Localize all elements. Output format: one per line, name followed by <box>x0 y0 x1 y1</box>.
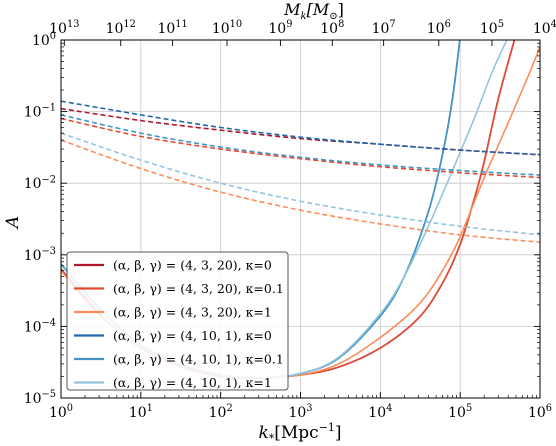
dashed-series-line-10 <box>61 114 540 176</box>
y-tick-label: 10−4 <box>24 318 56 336</box>
dashed-series-line-8 <box>61 139 540 243</box>
top-tick-label: 1010 <box>212 19 242 37</box>
x-tick-label: 101 <box>129 403 153 421</box>
legend-label: (α, β, γ) = (4, 3, 20), κ=0.1 <box>113 281 284 296</box>
legend-entries: (α, β, γ) = (4, 3, 20), κ=0 (α, β, γ) = (… <box>74 258 284 390</box>
legend-label: (α, β, γ) = (4, 10, 1), κ=1 <box>113 375 272 390</box>
top-tick-label: 1012 <box>106 19 136 37</box>
legend-label: (α, β, γ) = (4, 3, 20), κ=0 <box>113 258 272 273</box>
top-axis-label: Mk[M⊙] <box>283 0 344 22</box>
top-tick-label: 106 <box>427 19 451 37</box>
y-tick-label: 10−1 <box>24 103 56 121</box>
y-axis-label: A <box>3 216 23 230</box>
x-tick-label: 100 <box>49 403 73 421</box>
top-tick-label: 107 <box>372 19 396 37</box>
top-tick-label: 1013 <box>49 19 79 37</box>
x-tick-label: 103 <box>288 403 312 421</box>
legend: (α, β, γ) = (4, 3, 20), κ=0 (α, β, γ) = (… <box>66 251 289 391</box>
x-tick-label: 105 <box>448 403 472 421</box>
y-tick-label: 100 <box>32 31 56 49</box>
legend-label: (α, β, γ) = (4, 10, 1), κ=0 <box>113 328 272 343</box>
top-tick-label: 109 <box>268 19 292 37</box>
top-tick-label: 108 <box>320 19 344 37</box>
y-tick-label: 10−2 <box>24 174 56 192</box>
dashed-series-line-11 <box>61 132 540 236</box>
tick-labels: 100 101 102 103 104 105 106 10−5 10−4 10−3 10−2 10−… <box>24 19 556 421</box>
dashed-series-line-7 <box>61 117 540 179</box>
top-tick-label: 1011 <box>157 19 187 37</box>
axis-ticks <box>60 39 541 399</box>
top-tick-label: 105 <box>480 19 504 37</box>
legend-label: (α, β, γ) = (4, 10, 1), κ=0.1 <box>113 352 284 367</box>
x-tick-label: 106 <box>528 403 552 421</box>
y-tick-label: 10−3 <box>24 246 56 264</box>
dashed-series-line-9 <box>61 100 540 156</box>
x-axis-label: k*[Mpc−1] <box>258 421 341 445</box>
legend-box <box>66 251 289 391</box>
top-tick-label: 104 <box>533 19 556 37</box>
x-tick-label: 102 <box>209 403 233 421</box>
legend-label: (α, β, γ) = (4, 3, 20), κ=1 <box>113 305 272 320</box>
x-tick-label: 104 <box>368 403 392 421</box>
y-tick-label: 10−5 <box>24 389 56 407</box>
